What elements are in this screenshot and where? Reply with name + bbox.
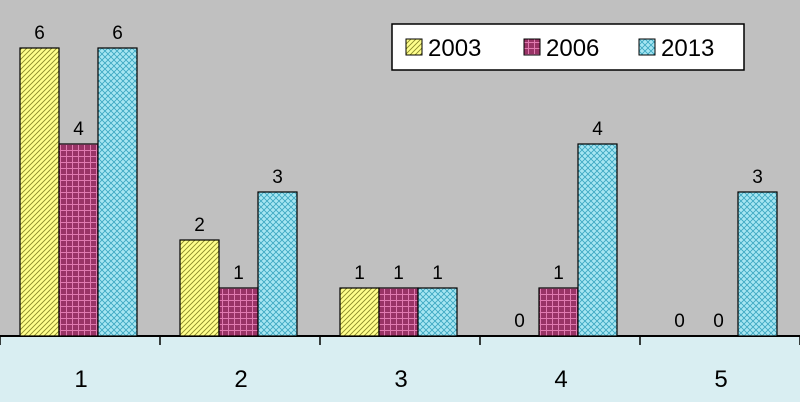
data-label-2003-1: 6 [34, 23, 45, 44]
bars [19, 47, 778, 337]
bar-2006-2 [218, 287, 259, 337]
bar-2006-3 [378, 287, 419, 337]
legend-swatch-2006 [523, 38, 541, 56]
data-label-2013-1: 6 [112, 23, 123, 44]
legend-label-2003: 2003 [428, 35, 481, 62]
data-label-2006-1: 4 [73, 119, 84, 140]
x-tick-label-1: 1 [74, 366, 87, 393]
x-tick-label-3: 3 [394, 366, 407, 393]
bar-2013-5 [737, 191, 778, 337]
bar-2003-3 [339, 287, 380, 337]
bar-2013-3 [417, 287, 458, 337]
legend-swatch-2003 [405, 38, 423, 56]
bar-2006-4 [538, 287, 579, 337]
legend-swatch-2013 [638, 38, 656, 56]
x-tick-label-5: 5 [714, 366, 727, 393]
legend-label-2013: 2013 [661, 35, 714, 62]
data-label-2013-3: 1 [432, 263, 443, 284]
data-label-2006-4: 1 [553, 263, 564, 284]
data-labels: 6 4 6 2 1 3 1 1 1 0 1 4 0 0 3 [34, 23, 763, 332]
bar-2013-1 [97, 47, 138, 337]
x-axis-ticks [0, 336, 800, 345]
bar-2003-2 [179, 239, 220, 337]
data-label-2013-5: 3 [752, 167, 763, 188]
bar-2003-1 [19, 47, 60, 337]
legend-box [391, 23, 745, 71]
data-label-2006-3: 1 [393, 263, 404, 284]
data-label-2006-2: 1 [233, 263, 244, 284]
data-label-2003-4: 0 [514, 311, 525, 332]
data-label-2006-5: 0 [713, 311, 724, 332]
legend-label-2006: 2006 [546, 35, 599, 62]
data-label-2003-5: 0 [674, 311, 685, 332]
legend: 2003 2006 2013 [391, 23, 745, 71]
category-axis-band [0, 336, 800, 402]
bar-2013-4 [577, 143, 618, 337]
x-axis-tick-labels: 1 2 3 4 5 [74, 366, 727, 393]
x-tick-label-4: 4 [554, 366, 567, 393]
bar-2006-1 [58, 143, 99, 337]
data-label-2003-2: 2 [194, 215, 205, 236]
data-label-2013-2: 3 [272, 167, 283, 188]
x-tick-label-2: 2 [234, 366, 247, 393]
data-label-2013-4: 4 [592, 119, 603, 140]
bar-2013-2 [257, 191, 298, 337]
data-label-2003-3: 1 [354, 263, 365, 284]
